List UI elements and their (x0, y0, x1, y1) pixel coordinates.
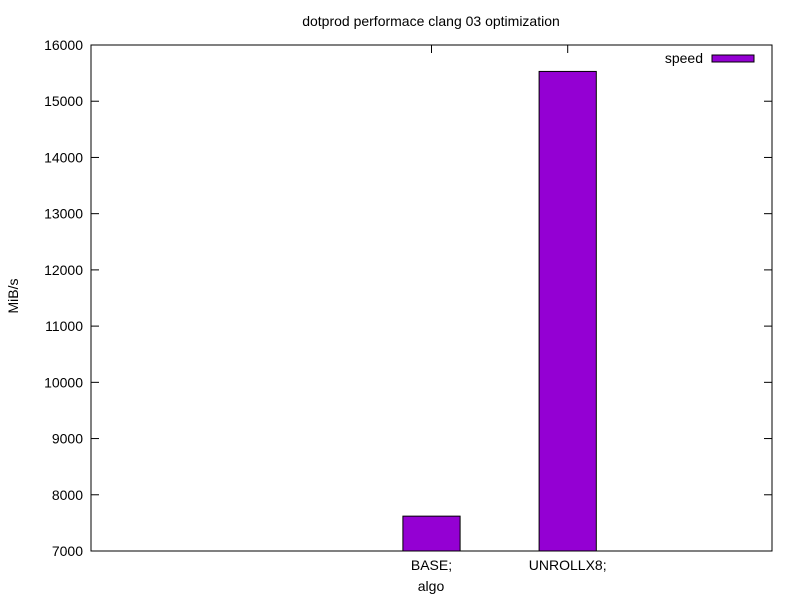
bars (402, 70, 597, 552)
x-axis-label: algo (418, 578, 445, 594)
bar-base (402, 515, 461, 552)
legend-label: speed (665, 50, 703, 66)
x-tick-label: UNROLLX8; (529, 557, 607, 573)
y-tick-label: 7000 (52, 543, 83, 559)
y-tick-label: 9000 (52, 431, 83, 447)
y-tick-label: 13000 (44, 206, 83, 222)
y-tick-label: 8000 (52, 487, 83, 503)
y-tick-label: 14000 (44, 149, 83, 165)
y-axis: 7000 8000 9000 10000 11000 12000 13000 14000 150… (44, 37, 772, 559)
bar-unrollx8 (538, 70, 597, 552)
x-tick-label: BASE; (411, 557, 452, 573)
legend: speed (665, 50, 755, 66)
y-tick-label: 12000 (44, 262, 83, 278)
y-axis-label: MiB/s (5, 279, 21, 314)
y-tick-label: 15000 (44, 93, 83, 109)
plot-frame (90, 44, 773, 552)
legend-swatch (711, 54, 755, 63)
y-tick-label: 10000 (44, 374, 83, 390)
y-tick-label: 16000 (44, 37, 83, 53)
y-tick-label: 11000 (45, 318, 83, 334)
chart-title: dotprod performace clang 03 optimization (302, 13, 560, 29)
